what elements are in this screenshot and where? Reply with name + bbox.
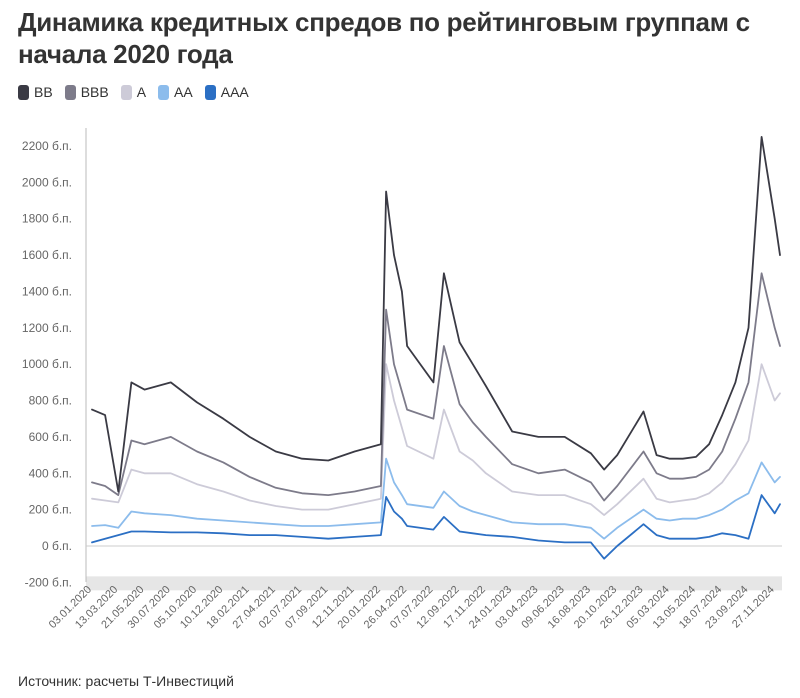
negative-band [86, 576, 782, 591]
legend-item-aa: AA [158, 84, 193, 100]
y-tick-label: 1600 б.п. [22, 248, 72, 262]
y-tick-label: 1800 б.п. [22, 212, 72, 226]
chart-title: Динамика кредитных спредов по рейтинговы… [18, 7, 750, 69]
legend-swatch [120, 84, 132, 100]
series-line-a [91, 363, 781, 516]
series-line-bb [91, 135, 781, 493]
source-note: Источник: расчеты Т-Инвестиций [18, 673, 234, 689]
legend-item-bbb: BBB [64, 84, 109, 100]
legend-item-aaa: AAA [204, 84, 249, 100]
y-tick-label: 400 б.п. [29, 466, 72, 480]
y-tick-label: -200 б.п. [25, 575, 72, 589]
legend-label: BBB [80, 84, 109, 100]
y-tick-label: 2200 б.п. [22, 139, 72, 153]
legend-label: AA [174, 84, 193, 100]
series-line-bbb [91, 272, 781, 502]
line-chart: -200 б.п. 0 б.п. 200 б.п. 400 б.п. 600 б.п. 8… [22, 128, 782, 631]
legend-swatch [18, 84, 29, 100]
y-tick-label: 0 б.п. [42, 539, 72, 553]
series-line-aaa [91, 494, 781, 560]
y-tick-label: 600 б.п. [29, 430, 72, 444]
y-tick-label: 200 б.п. [29, 503, 72, 517]
chart-legend: BB BBB A AA AAA [18, 84, 249, 100]
series-line-aa [91, 457, 781, 540]
legend-label: BB [34, 84, 53, 100]
y-tick-label: 1400 б.п. [22, 284, 72, 298]
legend-item-a: A [120, 84, 147, 100]
y-tick-label: 1000 б.п. [22, 357, 72, 371]
y-tick-label: 2000 б.п. [22, 175, 72, 189]
legend-swatch [158, 84, 170, 100]
y-tick-label: 1200 б.п. [22, 321, 72, 335]
legend-swatch [64, 84, 76, 100]
legend-item-bb: BB [18, 84, 53, 100]
legend-swatch [204, 84, 216, 100]
legend-label: AAA [220, 84, 249, 100]
legend-label: A [136, 84, 147, 100]
y-tick-label: 800 б.п. [29, 394, 72, 408]
